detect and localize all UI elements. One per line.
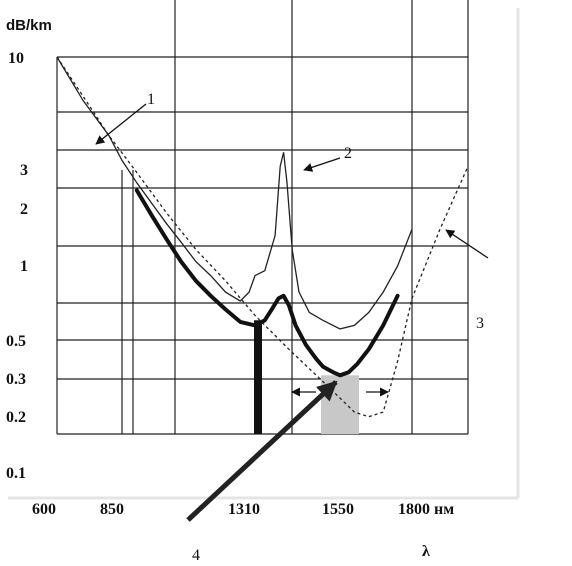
callout-arrow-1 bbox=[95, 103, 147, 145]
grid bbox=[56, 0, 469, 435]
callout-label-4: 4 bbox=[192, 547, 200, 561]
callout-label-2: 2 bbox=[344, 145, 352, 162]
y-tick-label: 1 bbox=[20, 258, 28, 275]
series-group bbox=[56, 56, 469, 418]
bars bbox=[254, 320, 359, 434]
x-tick-label: 1310 bbox=[228, 501, 260, 518]
y-tick-label: 2 bbox=[20, 201, 28, 218]
x-tick-labels: 600 850 1310 1550 1800 нм bbox=[32, 501, 454, 518]
window-bar-1310 bbox=[254, 320, 262, 434]
callout-arrow-3 bbox=[445, 229, 489, 259]
x-tick-label: 850 bbox=[100, 501, 124, 518]
series-line-3 bbox=[56, 56, 469, 418]
series-line-2 bbox=[134, 188, 400, 378]
x-axis-symbol: λ bbox=[422, 543, 430, 560]
callout-arrow-2 bbox=[303, 157, 341, 172]
callout-label-1: 1 bbox=[147, 91, 155, 108]
x-tick-label: 600 bbox=[32, 501, 56, 518]
x-tick-label: 1800 нм bbox=[398, 501, 454, 518]
y-tick-label: 0.3 bbox=[6, 371, 26, 388]
callout-arrow-4 bbox=[186, 380, 338, 522]
y-tick-label: 0.5 bbox=[6, 333, 26, 350]
series-line-1 bbox=[56, 56, 413, 330]
y-tick-labels: 10 3 2 1 0.5 0.3 0.2 0.1 bbox=[6, 50, 28, 482]
annotations-group bbox=[95, 103, 489, 522]
y-tick-label: 10 bbox=[8, 50, 24, 67]
y-tick-label: 0.1 bbox=[6, 465, 26, 482]
callout-label-3: 3 bbox=[476, 315, 484, 332]
y-tick-label: 3 bbox=[20, 162, 28, 179]
y-unit-label: dB/km bbox=[6, 17, 52, 34]
x-tick-label: 1550 bbox=[322, 501, 354, 518]
y-tick-label: 0.2 bbox=[6, 409, 26, 426]
window-bar-1550 bbox=[321, 375, 359, 434]
